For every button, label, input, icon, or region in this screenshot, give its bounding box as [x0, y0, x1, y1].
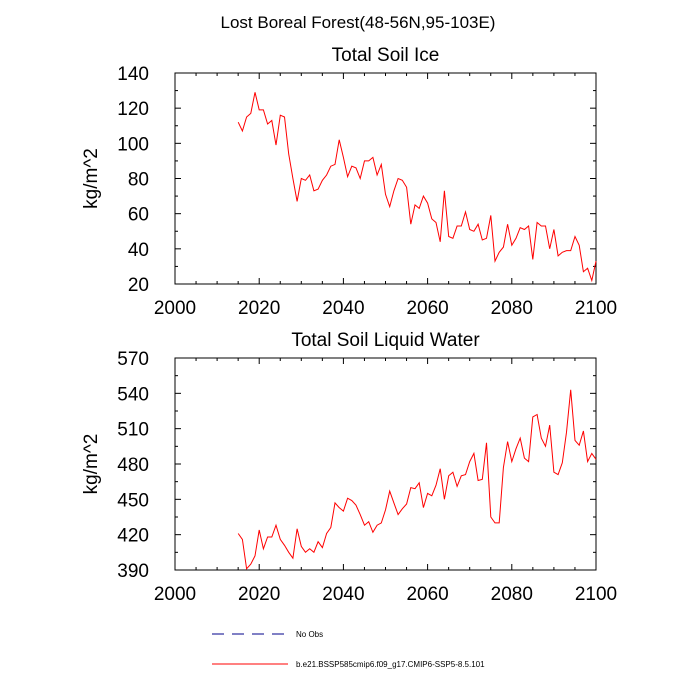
legend-model-label: b.e21.BSSP585cmip6.f09_g17.CMIP6-SSP5-8.…	[296, 660, 485, 669]
x-tick-label: 2100	[575, 584, 617, 605]
y-tick-label: 60	[128, 205, 149, 226]
y-tick-label: 100	[117, 134, 149, 155]
series-line	[237, 92, 597, 283]
legend: No Obs b.e21.BSSP585cmip6.f09_g17.CMIP6-…	[212, 630, 485, 669]
main-title: Lost Boreal Forest(48-56N,95-103E)	[221, 13, 496, 32]
x-tick-label: 2000	[154, 584, 196, 605]
y-tick-label: 510	[117, 420, 149, 441]
plot-frame	[174, 357, 597, 571]
x-tick-label: 2080	[491, 584, 533, 605]
y-tick-label: 480	[117, 455, 149, 476]
y-tick-label: 140	[117, 64, 149, 85]
panel-title: Total Soil Ice	[332, 45, 440, 66]
legend-no-obs-label: No Obs	[296, 630, 323, 639]
plot-frame	[174, 72, 597, 285]
y-tick-label: 20	[128, 275, 149, 296]
y-axis-label: kg/m^2	[81, 148, 102, 209]
y-tick-label: 120	[117, 99, 149, 120]
x-tick-label: 2080	[491, 298, 533, 319]
x-tick-label: 2060	[406, 298, 448, 319]
x-tick-label: 2020	[238, 298, 280, 319]
x-tick-label: 2000	[154, 298, 196, 319]
y-tick-label: 40	[128, 240, 149, 261]
x-tick-label: 2100	[575, 298, 617, 319]
x-tick-label: 2020	[238, 584, 280, 605]
x-tick-label: 2040	[322, 298, 364, 319]
x-tick-label: 2060	[406, 584, 448, 605]
y-tick-label: 80	[128, 170, 149, 191]
x-tick-label: 2040	[322, 584, 364, 605]
y-tick-label: 570	[117, 349, 149, 370]
y-tick-label: 390	[117, 561, 149, 582]
panel-total-soil-liquid-water: Total Soil Liquid Water kg/m^2 2000 2020 204…	[81, 330, 617, 605]
series-line	[237, 389, 597, 570]
y-tick-label: 450	[117, 490, 149, 511]
y-tick-label: 420	[117, 526, 149, 547]
panel-title: Total Soil Liquid Water	[291, 330, 480, 351]
y-axis-label: kg/m^2	[81, 434, 102, 495]
y-tick-label: 540	[117, 384, 149, 405]
